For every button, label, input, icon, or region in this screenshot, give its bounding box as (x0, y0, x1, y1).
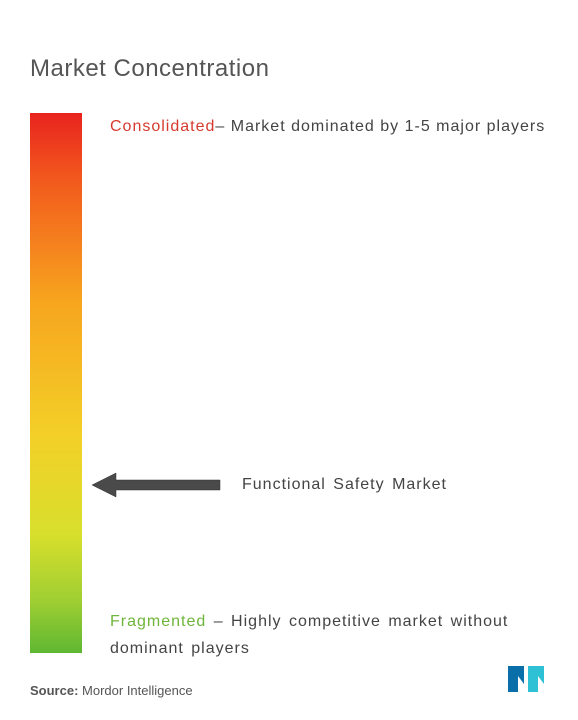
source-text: Mordor Intelligence (82, 683, 193, 698)
brand-logo-icon (506, 662, 548, 694)
source-label: Source: (30, 683, 78, 698)
consolidated-label: Consolidated– Market dominated by 1-5 ma… (110, 113, 548, 140)
infographic-container: Market Concentration Consolidated– Marke… (0, 0, 578, 720)
page-title: Market Concentration (30, 55, 548, 83)
consolidated-desc: – Market dominated by 1-5 major players (215, 118, 545, 135)
source-attribution: Source: Mordor Intelligence (30, 683, 193, 698)
chart-content: Consolidated– Market dominated by 1-5 ma… (30, 113, 548, 673)
concentration-gradient-bar (30, 113, 82, 653)
consolidated-keyword: Consolidated (110, 118, 215, 135)
fragmented-keyword: Fragmented (110, 613, 206, 630)
arrow-left-icon (92, 471, 222, 499)
fragmented-label: Fragmented – Highly competitive market w… (110, 608, 548, 662)
market-marker: Functional Safety Market (92, 471, 447, 499)
market-name-label: Functional Safety Market (242, 476, 447, 494)
